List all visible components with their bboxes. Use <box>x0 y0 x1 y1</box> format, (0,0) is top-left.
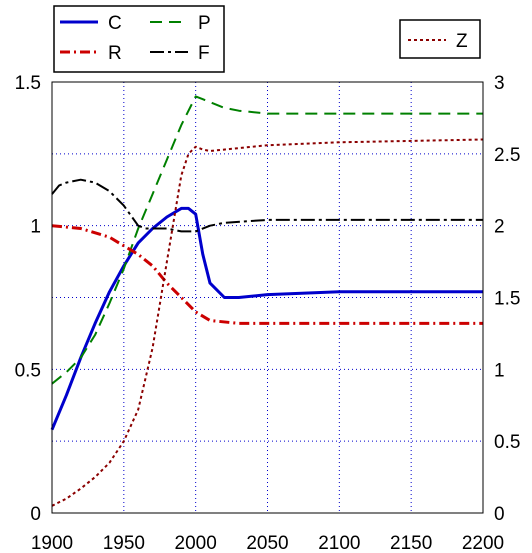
series-layer <box>50 95 484 507</box>
y-right-tick-label: 3 <box>494 73 505 94</box>
plot-frame <box>51 81 484 514</box>
x-tick-label: 2200 <box>462 533 504 553</box>
series-p-line <box>51 95 483 385</box>
legend-label-p: P <box>198 13 211 34</box>
series-r-line <box>51 224 483 325</box>
y-left-tick-labels: 0 0.5 1 1.5 <box>15 73 41 525</box>
series-c-line <box>50 206 483 431</box>
legend-label-f: F <box>198 43 210 64</box>
series-f-line <box>51 178 483 233</box>
legend-label-r: R <box>108 43 122 64</box>
legend-label-c: C <box>108 13 122 34</box>
legend-left-box <box>53 5 225 73</box>
x-tick-label: 2000 <box>175 533 217 553</box>
series-z-line <box>51 138 484 507</box>
y-right-tick-label: 2.5 <box>494 145 520 166</box>
legend-right: Z <box>399 19 481 59</box>
x-tick-label: 2150 <box>390 533 432 553</box>
y-left-tick-label: 0 <box>30 504 41 525</box>
y-left-tick-label: 1.5 <box>15 73 41 94</box>
y-right-tick-label: 1 <box>494 360 505 381</box>
legend-left: C P R F <box>53 5 225 73</box>
y-right-tick-label: 0 <box>494 504 505 525</box>
x-tick-label: 2100 <box>318 533 360 553</box>
y-left-tick-label: 1 <box>30 217 41 238</box>
legend-label-z: Z <box>456 31 468 52</box>
x-tick-label: 1950 <box>103 533 145 553</box>
x-tick-label: 1900 <box>31 533 73 553</box>
y-right-tick-labels: 0 0.5 1 1.5 2 2.5 3 <box>494 73 520 525</box>
y-right-tick-label: 0.5 <box>494 432 520 453</box>
y-right-tick-label: 1.5 <box>494 289 520 310</box>
x-tick-label: 2050 <box>246 533 288 553</box>
y-left-tick-label: 0.5 <box>15 360 41 381</box>
x-tick-labels: 1900 1950 2000 2050 2100 2150 2200 <box>31 533 504 553</box>
y-right-tick-label: 2 <box>494 217 505 238</box>
